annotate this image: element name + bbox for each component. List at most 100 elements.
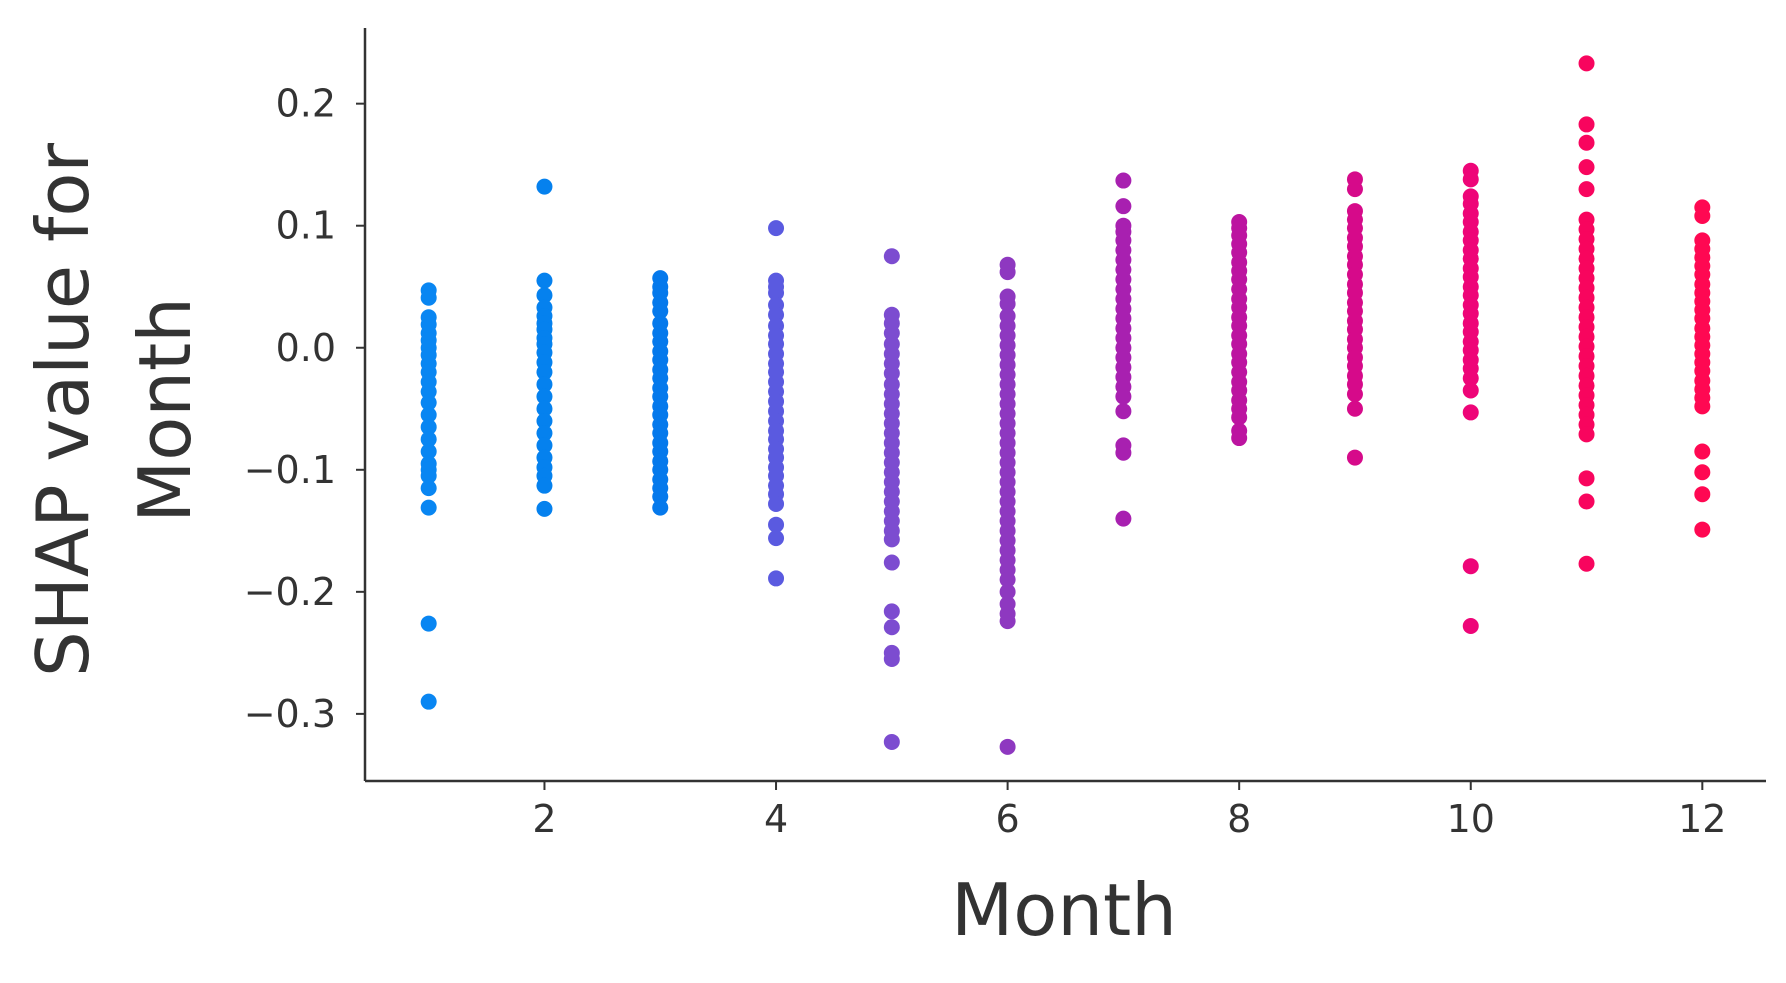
data-point bbox=[1578, 470, 1595, 487]
data-point bbox=[536, 477, 553, 494]
x-ticks: 2 4 6 8 10 12 bbox=[532, 781, 1726, 841]
points-layer bbox=[420, 55, 1711, 755]
data-point bbox=[883, 531, 900, 548]
data-point bbox=[1115, 172, 1132, 189]
data-point bbox=[1231, 430, 1248, 447]
data-point bbox=[883, 603, 900, 620]
data-point bbox=[1346, 386, 1363, 403]
data-point bbox=[999, 295, 1016, 312]
data-point bbox=[420, 615, 437, 632]
data-point bbox=[1462, 171, 1479, 188]
data-point bbox=[883, 650, 900, 667]
x-tick-label: 2 bbox=[532, 797, 556, 841]
data-point bbox=[1578, 493, 1595, 510]
data-point bbox=[1115, 388, 1132, 405]
data-point bbox=[1694, 398, 1711, 415]
x-tick-label: 12 bbox=[1678, 797, 1726, 841]
data-point bbox=[1578, 555, 1595, 572]
y-ticks: −0.3 −0.2 −0.1 0.0 0.1 0.2 bbox=[244, 82, 365, 736]
data-point bbox=[768, 530, 785, 547]
data-point bbox=[999, 571, 1016, 588]
data-point bbox=[420, 480, 437, 497]
data-point bbox=[1694, 464, 1711, 481]
data-point bbox=[420, 693, 437, 710]
data-point bbox=[1578, 116, 1595, 133]
data-point bbox=[536, 412, 553, 429]
y-axis-title: SHAP value for Month bbox=[21, 143, 207, 677]
x-tick-label: 6 bbox=[996, 797, 1020, 841]
data-point bbox=[536, 388, 553, 405]
data-point bbox=[768, 220, 785, 237]
data-point bbox=[1578, 181, 1595, 198]
data-point bbox=[1694, 443, 1711, 460]
data-point bbox=[652, 488, 669, 505]
x-tick-label: 8 bbox=[1227, 797, 1251, 841]
data-point bbox=[999, 583, 1016, 600]
data-point bbox=[536, 272, 553, 289]
data-point bbox=[1578, 134, 1595, 151]
data-point bbox=[1462, 618, 1479, 635]
y-tick-label: 0.0 bbox=[276, 326, 336, 370]
data-point bbox=[1694, 486, 1711, 503]
data-point bbox=[420, 406, 437, 423]
y-tick-label: 0.1 bbox=[276, 204, 336, 248]
data-point bbox=[536, 376, 553, 393]
data-point bbox=[768, 516, 785, 533]
data-point bbox=[883, 325, 900, 342]
data-point bbox=[1694, 207, 1711, 224]
data-point bbox=[420, 431, 437, 448]
data-point bbox=[1462, 404, 1479, 421]
x-tick-label: 4 bbox=[764, 797, 788, 841]
data-point bbox=[536, 364, 553, 381]
data-point bbox=[1578, 55, 1595, 72]
data-point bbox=[1346, 449, 1363, 466]
data-point bbox=[1578, 159, 1595, 176]
data-point bbox=[536, 500, 553, 517]
data-point bbox=[1346, 181, 1363, 198]
y-tick-label: −0.2 bbox=[244, 570, 336, 614]
x-axis-title: Month bbox=[951, 868, 1177, 952]
data-point bbox=[1462, 558, 1479, 575]
data-point bbox=[536, 437, 553, 454]
data-point bbox=[420, 443, 437, 460]
data-point bbox=[420, 394, 437, 411]
y-tick-label: −0.1 bbox=[244, 448, 336, 492]
data-point bbox=[883, 733, 900, 750]
y-axis-title-line-1: SHAP value for bbox=[21, 143, 105, 677]
data-point bbox=[420, 289, 437, 306]
data-point bbox=[1462, 370, 1479, 387]
data-point bbox=[768, 284, 785, 301]
y-tick-label: −0.3 bbox=[244, 692, 336, 736]
data-point bbox=[420, 467, 437, 484]
data-point bbox=[536, 287, 553, 304]
data-point bbox=[536, 400, 553, 417]
data-point bbox=[420, 419, 437, 436]
data-point bbox=[1231, 409, 1248, 426]
data-point bbox=[652, 303, 669, 320]
data-point bbox=[999, 738, 1016, 755]
data-point bbox=[883, 365, 900, 382]
data-point bbox=[1578, 426, 1595, 443]
data-point bbox=[999, 264, 1016, 281]
data-point bbox=[999, 613, 1016, 630]
data-point bbox=[536, 178, 553, 195]
y-tick-label: 0.2 bbox=[276, 82, 336, 126]
data-point bbox=[768, 570, 785, 587]
data-point bbox=[1694, 521, 1711, 538]
data-point bbox=[1462, 382, 1479, 399]
y-axis-title-line-2: Month bbox=[123, 297, 207, 523]
data-point bbox=[768, 306, 785, 323]
data-point bbox=[1115, 510, 1132, 527]
data-point bbox=[883, 248, 900, 265]
data-point bbox=[420, 499, 437, 516]
data-point bbox=[652, 499, 669, 516]
data-point bbox=[1115, 198, 1132, 215]
data-point bbox=[1346, 400, 1363, 417]
data-point bbox=[768, 495, 785, 512]
x-tick-label: 10 bbox=[1447, 797, 1495, 841]
data-point bbox=[420, 383, 437, 400]
data-point bbox=[1115, 403, 1132, 420]
data-point bbox=[883, 619, 900, 636]
